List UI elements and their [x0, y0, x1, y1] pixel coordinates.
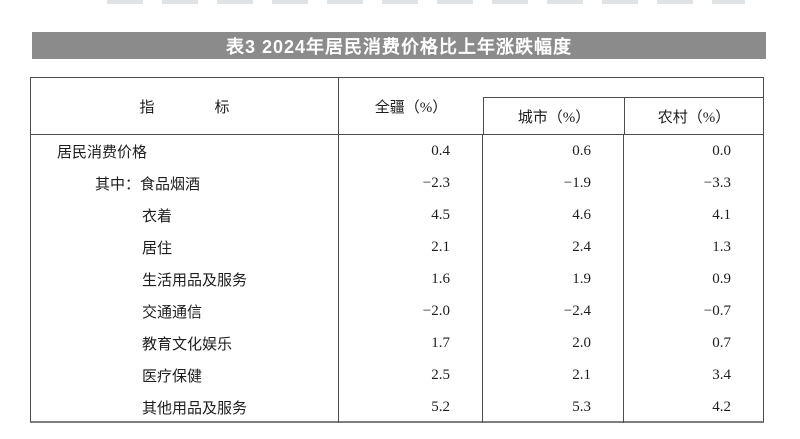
header-region-all-label: 全疆（%） — [374, 99, 448, 116]
header-indicator-label: 指标 — [139, 99, 290, 116]
row-label: 其他用品及服务 — [31, 391, 339, 423]
value-cell-city: −1.9 — [483, 167, 624, 199]
row-label: 衣着 — [31, 199, 339, 231]
value-cell-city: 0.6 — [483, 135, 624, 167]
header-city-label: 城市（%） — [517, 109, 591, 126]
row-label: 医疗保健 — [31, 359, 339, 391]
header-cell-city: 城市（%） — [484, 98, 625, 134]
value-cell-region-all: −2.0 — [339, 295, 483, 327]
header-subgroup-box: 城市（%） 农村（%） — [483, 97, 763, 134]
table-row: 教育文化娱乐 1.7 2.0 0.7 — [31, 327, 763, 359]
row-label: 教育文化娱乐 — [31, 327, 339, 359]
table-title-bar: 表3 2024年居民消费价格比上年涨跌幅度 — [32, 32, 766, 59]
value-cell-rural: 3.4 — [712, 366, 731, 383]
value-cell-city: 1.9 — [483, 263, 624, 295]
table-row: 其他用品及服务 5.2 5.3 4.2 — [31, 391, 763, 423]
table-row: 医疗保健 2.5 2.1 3.4 — [31, 359, 763, 391]
value-cell-city: 4.6 — [483, 199, 624, 231]
value-cell-city: −2.4 — [483, 295, 624, 327]
table-row: 衣着 4.5 4.6 4.1 — [31, 199, 763, 231]
header-cell-rural: 农村（%） — [625, 98, 763, 134]
value-cell-region-all: 4.5 — [339, 199, 483, 231]
header-cell-region-all: 全疆（%） — [339, 78, 483, 134]
value-cell-rural: 4.2 — [712, 398, 731, 415]
value-cell-city: 2.1 — [483, 359, 624, 391]
value-cell-city: 2.0 — [483, 327, 624, 359]
table-row: 生活用品及服务 1.6 1.9 0.9 — [31, 263, 763, 295]
value-cell-city: 5.3 — [483, 391, 624, 423]
value-cell-region-all: 0.4 — [339, 135, 483, 167]
value-cell-region-all: 1.6 — [339, 263, 483, 295]
scan-artifact-strip — [107, 0, 745, 4]
value-cell-region-all: −2.3 — [339, 167, 483, 199]
table-title: 表3 2024年居民消费价格比上年涨跌幅度 — [225, 36, 573, 57]
table-row: 居民消费价格 0.4 0.6 0.0 — [31, 135, 763, 167]
row-label: 生活用品及服务 — [31, 263, 339, 295]
value-cell-region-all: 2.1 — [339, 231, 483, 263]
row-label: 居民消费价格 — [31, 135, 339, 167]
value-cell-rural: 0.7 — [712, 334, 731, 351]
value-cell-rural: 4.1 — [712, 206, 731, 223]
value-cell-region-all: 5.2 — [339, 391, 483, 423]
price-table: 指标 全疆（%） 城市（%） 农村（%） 居民消费价格 0.4 0.6 0.0 … — [30, 77, 764, 423]
value-cell-rural: 1.3 — [712, 238, 731, 255]
value-cell-rural: 0.9 — [712, 270, 731, 287]
row-label: 其中：食品烟酒 — [31, 167, 339, 199]
row-label: 交通通信 — [31, 295, 339, 327]
value-cell-city: 2.4 — [483, 231, 624, 263]
table-row: 居住 2.1 2.4 1.3 — [31, 231, 763, 263]
value-cell-rural: −0.7 — [703, 302, 731, 319]
value-cell-rural: 0.0 — [712, 142, 731, 159]
row-label: 居住 — [31, 231, 339, 263]
value-cell-region-all: 2.5 — [339, 359, 483, 391]
value-cell-region-all: 1.7 — [339, 327, 483, 359]
header-rural-label: 农村（%） — [657, 109, 731, 126]
table-row: 交通通信 −2.0 −2.4 −0.7 — [31, 295, 763, 327]
table-row: 其中：食品烟酒 −2.3 −1.9 −3.3 — [31, 167, 763, 199]
value-cell-rural: −3.3 — [703, 174, 731, 191]
table-header-row: 指标 全疆（%） 城市（%） 农村（%） — [31, 78, 763, 135]
header-cell-indicator: 指标 — [31, 78, 339, 134]
